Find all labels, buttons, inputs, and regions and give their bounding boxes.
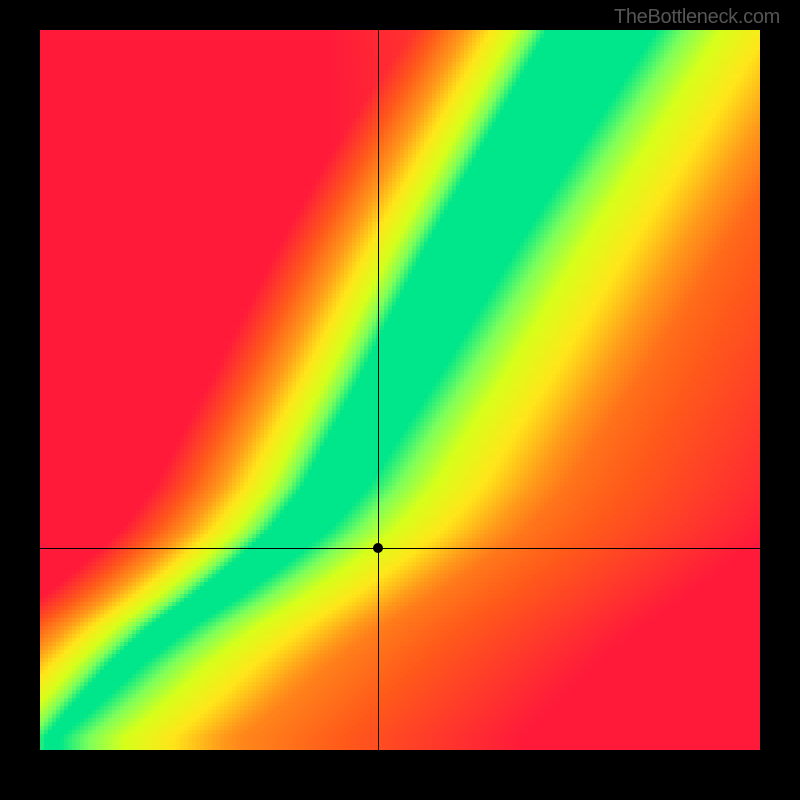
heatmap-canvas xyxy=(40,30,760,750)
crosshair-marker xyxy=(373,543,383,553)
crosshair-horizontal xyxy=(40,548,760,549)
crosshair-vertical xyxy=(378,30,379,750)
watermark: TheBottleneck.com xyxy=(614,6,780,29)
plot-area xyxy=(40,30,760,750)
